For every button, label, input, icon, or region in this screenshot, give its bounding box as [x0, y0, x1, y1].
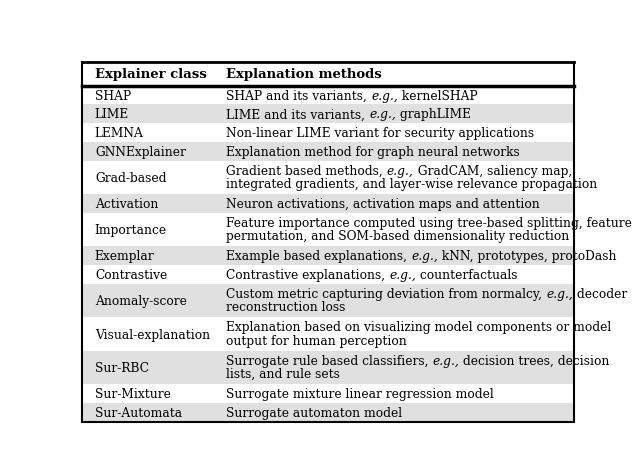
Text: lists, and rule sets: lists, and rule sets [227, 367, 340, 380]
Bar [83, 284, 573, 317]
Text: decoder: decoder [573, 287, 627, 300]
Bar [83, 247, 573, 266]
Text: Neuron activations, activation maps and attention: Neuron activations, activation maps and … [227, 198, 540, 210]
Text: Anomaly-score: Anomaly-score [95, 295, 187, 307]
Text: kNN, prototypes, protoDash: kNN, prototypes, protoDash [438, 250, 616, 263]
Bar [83, 105, 573, 124]
Text: e.g.,: e.g., [546, 287, 573, 300]
Text: LEMNA: LEMNA [95, 127, 144, 140]
Text: output for human perception: output for human perception [227, 334, 407, 347]
Text: reconstruction loss: reconstruction loss [227, 300, 346, 314]
Text: GNNExplainer: GNNExplainer [95, 146, 186, 159]
Text: Explanation methods: Explanation methods [227, 68, 382, 81]
Bar [83, 403, 573, 422]
Text: Sur-Automata: Sur-Automata [95, 406, 182, 419]
Bar [83, 143, 573, 161]
Text: LIME: LIME [95, 108, 129, 121]
Text: Custom metric capturing deviation from normalcy,: Custom metric capturing deviation from n… [227, 287, 546, 300]
Text: GradCAM, saliency map,: GradCAM, saliency map, [413, 164, 572, 177]
Text: Grad-based: Grad-based [95, 171, 166, 185]
Text: LIME and its variants,: LIME and its variants, [227, 108, 369, 121]
Text: Gradient based methods,: Gradient based methods, [227, 164, 387, 177]
Text: Contrastive explanations,: Contrastive explanations, [227, 268, 389, 281]
Text: Surrogate mixture linear regression model: Surrogate mixture linear regression mode… [227, 387, 494, 400]
Text: e.g.,: e.g., [371, 89, 398, 102]
Text: permutation, and SOM-based dimensionality reduction: permutation, and SOM-based dimensionalit… [227, 229, 570, 243]
Text: e.g.,: e.g., [389, 268, 416, 281]
Text: graphLIME: graphLIME [396, 108, 471, 121]
Text: e.g.,: e.g., [369, 108, 396, 121]
Text: Exemplar: Exemplar [95, 250, 154, 263]
Text: e.g.,: e.g., [411, 250, 438, 263]
Text: kernelSHAP: kernelSHAP [398, 89, 477, 102]
Text: Example based explanations,: Example based explanations, [227, 250, 411, 263]
Text: e.g.,: e.g., [433, 354, 460, 367]
Text: Sur-RBC: Sur-RBC [95, 361, 149, 374]
Text: SHAP and its variants,: SHAP and its variants, [227, 89, 371, 102]
Text: counterfactuals: counterfactuals [416, 268, 518, 281]
Text: Surrogate automaton model: Surrogate automaton model [227, 406, 403, 419]
Text: Sur-Mixture: Sur-Mixture [95, 387, 171, 400]
Text: Surrogate rule based classifiers,: Surrogate rule based classifiers, [227, 354, 433, 367]
Text: e.g.,: e.g., [387, 164, 413, 177]
Text: Visual-explanation: Visual-explanation [95, 328, 210, 341]
Text: Importance: Importance [95, 224, 167, 237]
Text: Non-linear LIME variant for security applications: Non-linear LIME variant for security app… [227, 127, 534, 140]
Text: Contrastive: Contrastive [95, 268, 167, 281]
Text: Activation: Activation [95, 198, 158, 210]
Bar [83, 195, 573, 213]
Text: SHAP: SHAP [95, 89, 131, 102]
Text: Explanation based on visualizing model components or model: Explanation based on visualizing model c… [227, 320, 612, 334]
Text: decision trees, decision: decision trees, decision [460, 354, 610, 367]
Text: integrated gradients, and layer-wise relevance propagation: integrated gradients, and layer-wise rel… [227, 178, 598, 190]
Text: Explainer class: Explainer class [95, 68, 207, 81]
Text: Feature importance computed using tree-based splitting, feature: Feature importance computed using tree-b… [227, 216, 632, 229]
Bar [83, 351, 573, 384]
Text: Explanation method for graph neural networks: Explanation method for graph neural netw… [227, 146, 520, 159]
